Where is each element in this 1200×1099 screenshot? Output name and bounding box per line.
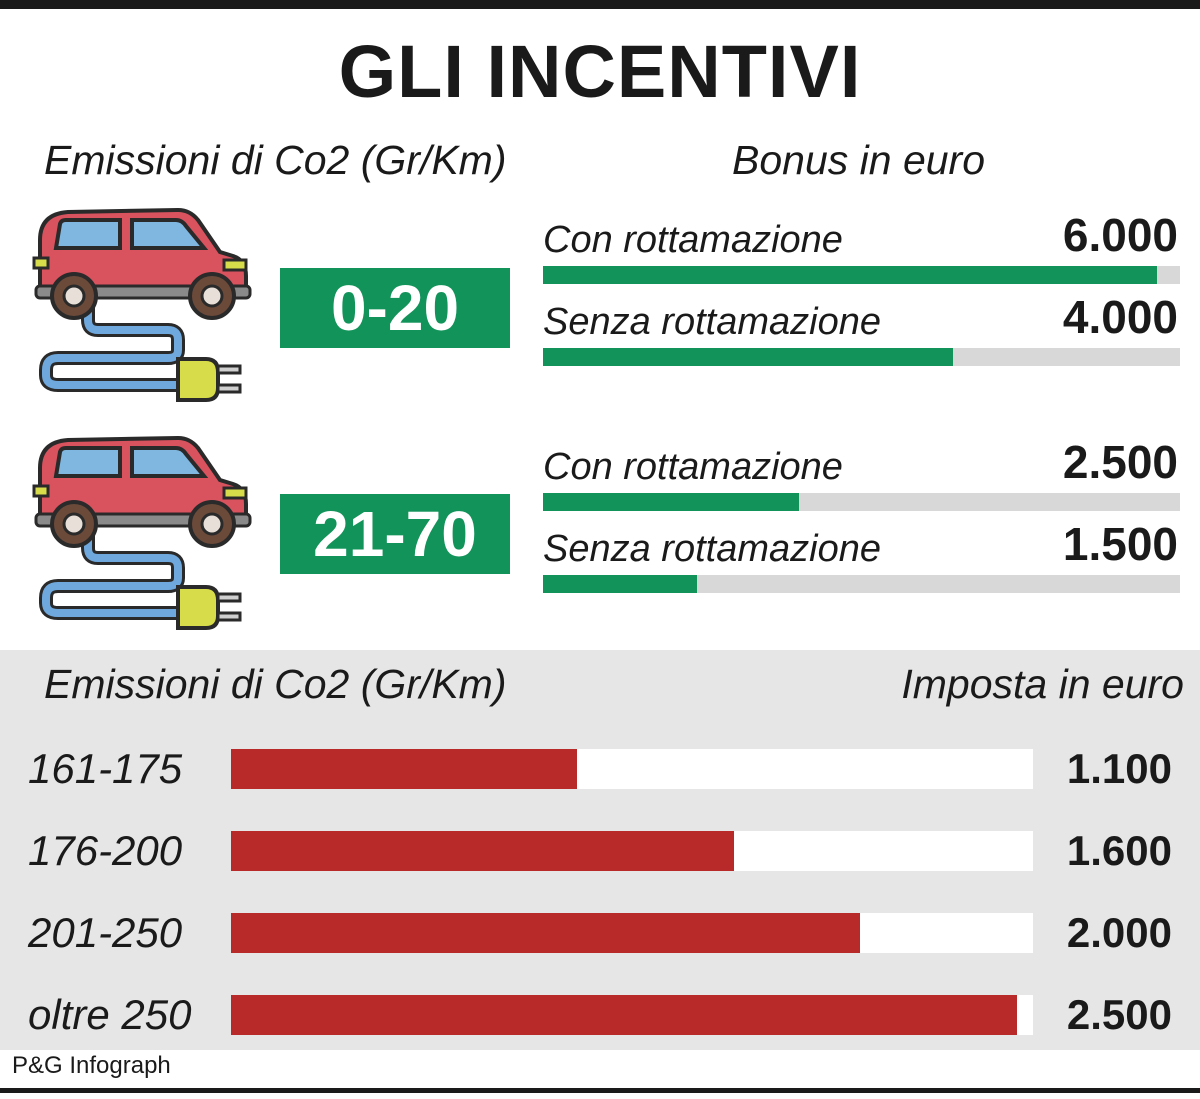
bonus-bar-track [543,348,1180,366]
credit: P&G Infograph [12,1052,171,1079]
tax-bar [231,831,734,871]
tax-value-label: 2.500 [1066,991,1172,1038]
bottom-rule [0,1088,1200,1093]
tax-bar-track [231,913,1033,953]
tax-category-label: 201-250 [28,909,183,956]
bonus-bar [543,266,1157,284]
tax-category-label: 161-175 [28,745,183,792]
range-badge: 0-20 [280,268,510,348]
tax-category-label: oltre 250 [28,991,192,1038]
page-title: GLI INCENTIVI [338,30,862,113]
bonus-row-value: 2.500 [1062,436,1178,488]
tax-bar [231,913,860,953]
bonus-row-label: Senza rottamazione [543,301,881,343]
bonus-row-value: 1.500 [1062,518,1178,570]
bonus-bar [543,348,953,366]
tax-value-label: 1.600 [1066,827,1172,874]
tax-category-label: 176-200 [28,827,183,874]
tax-bar [231,995,1017,1035]
electric-car-icon [32,207,252,402]
plug-icon [39,516,242,630]
tax-value-label: 1.100 [1066,745,1172,792]
bonus-right-header: Bonus in euro [732,137,986,183]
bonus-row-value: 6.000 [1062,209,1178,261]
tax-left-header: Emissioni di Co2 (Gr/Km) [44,661,507,707]
bonus-row-label: Con rottamazione [543,219,843,261]
tax-bar-track [231,995,1033,1035]
bonus-row-value: 4.000 [1062,291,1178,343]
plug-icon [39,288,242,402]
bonus-bar [543,493,799,511]
bonus-bar-track [543,575,1180,593]
range-badge: 21-70 [280,494,510,574]
bonus-row-label: Senza rottamazione [543,528,881,570]
bonus-bar-track [543,266,1180,284]
tax-bar [231,749,577,789]
bonus-bar-track [543,493,1180,511]
electric-car-icon [32,435,252,630]
tax-bar-track [231,831,1033,871]
top-rule [0,0,1200,9]
bonus-left-header: Emissioni di Co2 (Gr/Km) [44,137,507,183]
bonus-row-label: Con rottamazione [543,446,843,488]
tax-right-header: Imposta in euro [901,661,1184,707]
tax-bar-track [231,749,1033,789]
tax-value-label: 2.000 [1066,909,1172,956]
bonus-bar [543,575,697,593]
